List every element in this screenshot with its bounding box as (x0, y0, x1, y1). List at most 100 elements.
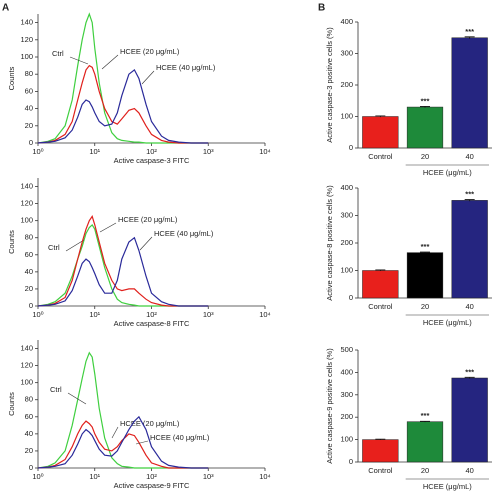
annotation: Ctrl (48, 243, 60, 252)
x-tick-label: 10⁴ (259, 310, 271, 319)
y-tick-label: 40 (25, 267, 33, 276)
annotation-arrow (99, 222, 117, 233)
group-label: HCEE (μg/mL) (423, 168, 472, 177)
error-bar (420, 251, 430, 254)
error-bar (375, 269, 386, 272)
y-tick-label: 200 (340, 80, 353, 89)
group-label: HCEE (μg/mL) (423, 318, 472, 327)
y-tick-label: 40 (25, 429, 33, 438)
y-axis-label: Active caspase-8 positive cells (%) (325, 185, 334, 301)
x-tick-label: 40 (465, 152, 473, 161)
y-tick-label: 200 (340, 238, 353, 247)
histogram-line (37, 420, 209, 469)
histogram-line (37, 223, 209, 307)
x-tick-label: 40 (465, 466, 473, 475)
y-axis-label: Active caspase-3 positive cells (%) (325, 27, 334, 143)
x-tick-label: 20 (421, 152, 429, 161)
y-tick-label: 80 (25, 233, 33, 242)
annotation: Ctrl (50, 385, 62, 394)
annotation-arrow (111, 426, 119, 439)
y-tick-label: 0 (349, 143, 353, 152)
x-tick-label: 10³ (203, 310, 214, 319)
y-tick-label: 0 (349, 293, 353, 302)
significance: *** (421, 411, 430, 420)
axis-frame (37, 14, 265, 144)
axis-frame (357, 22, 492, 149)
error-bar (464, 376, 475, 379)
x-axis-label: Active caspase-3 FITC (114, 156, 190, 165)
y-axis-label: Counts (7, 392, 16, 416)
annotation-arrow (139, 236, 153, 251)
y-tick-label: 0 (29, 301, 33, 310)
annotation: HCEE (40 μg/mL) (156, 63, 216, 72)
error-bar (375, 115, 386, 118)
annotation-arrow (135, 440, 149, 445)
y-tick-label: 100 (20, 378, 33, 387)
y-tick-label: 120 (20, 35, 33, 44)
x-tick-label: Control (368, 466, 393, 475)
y-tick-label: 120 (20, 361, 33, 370)
axis-frame (357, 350, 492, 463)
x-tick-label: 10⁰ (32, 147, 43, 156)
x-tick-label: 10¹ (89, 147, 100, 156)
bar (406, 421, 444, 463)
x-tick-label: 10³ (203, 147, 214, 156)
y-tick-label: 60 (25, 250, 33, 259)
y-axis-label: Counts (7, 230, 16, 254)
x-tick-label: 40 (465, 302, 473, 311)
significance: *** (421, 96, 430, 105)
bar (451, 200, 488, 299)
significance: *** (465, 367, 474, 376)
x-tick-label: 20 (421, 466, 429, 475)
y-axis-label: Active caspase-9 positive cells (%) (325, 348, 334, 464)
annotation-arrow (141, 70, 155, 85)
y-tick-label: 140 (20, 182, 33, 191)
y-tick-label: 20 (25, 121, 33, 130)
bar (406, 252, 444, 299)
y-tick-label: 40 (25, 104, 33, 113)
panel-label: B (318, 3, 325, 14)
annotation: HCEE (20 μg/mL) (118, 215, 178, 224)
annotation: Ctrl (52, 49, 64, 58)
y-tick-label: 80 (25, 395, 33, 404)
y-axis-label: Counts (7, 66, 16, 90)
x-tick-label: 10² (146, 310, 157, 319)
y-tick-label: 100 (340, 435, 353, 444)
histogram-line (37, 68, 209, 144)
annotation-arrow (67, 392, 87, 405)
significance: *** (421, 242, 430, 251)
error-bar (464, 199, 475, 202)
annotation: HCEE (20 μg/mL) (120, 419, 180, 428)
x-tick-label: 10¹ (89, 472, 100, 481)
bar (406, 106, 444, 149)
axis-frame (37, 178, 265, 307)
error-bar (464, 36, 475, 39)
bar (451, 37, 488, 149)
x-tick-label: Control (368, 302, 393, 311)
histogram-line (37, 215, 209, 307)
y-tick-label: 100 (340, 111, 353, 120)
x-tick-label: 10⁴ (259, 147, 271, 156)
y-tick-label: 400 (340, 183, 353, 192)
annotation-arrow (101, 54, 119, 70)
annotation: HCEE (40 μg/mL) (154, 229, 214, 238)
y-tick-label: 0 (29, 138, 33, 147)
annotation: HCEE (40 μg/mL) (150, 433, 210, 442)
y-tick-label: 100 (20, 52, 33, 61)
bar (362, 270, 399, 299)
y-tick-label: 60 (25, 86, 33, 95)
y-tick-label: 120 (20, 199, 33, 208)
y-tick-label: 300 (340, 210, 353, 219)
x-tick-label: 10¹ (89, 310, 100, 319)
x-tick-label: 10⁰ (32, 472, 43, 481)
y-tick-label: 0 (349, 457, 353, 466)
y-tick-label: 20 (25, 446, 33, 455)
error-bar (375, 438, 386, 441)
x-tick-label: 20 (421, 302, 429, 311)
bar (451, 377, 488, 463)
x-axis-label: Active caspase-8 FITC (114, 319, 190, 328)
histogram-line (37, 64, 209, 144)
axis-frame (357, 188, 492, 299)
significance: *** (465, 190, 474, 199)
y-tick-label: 100 (20, 216, 33, 225)
